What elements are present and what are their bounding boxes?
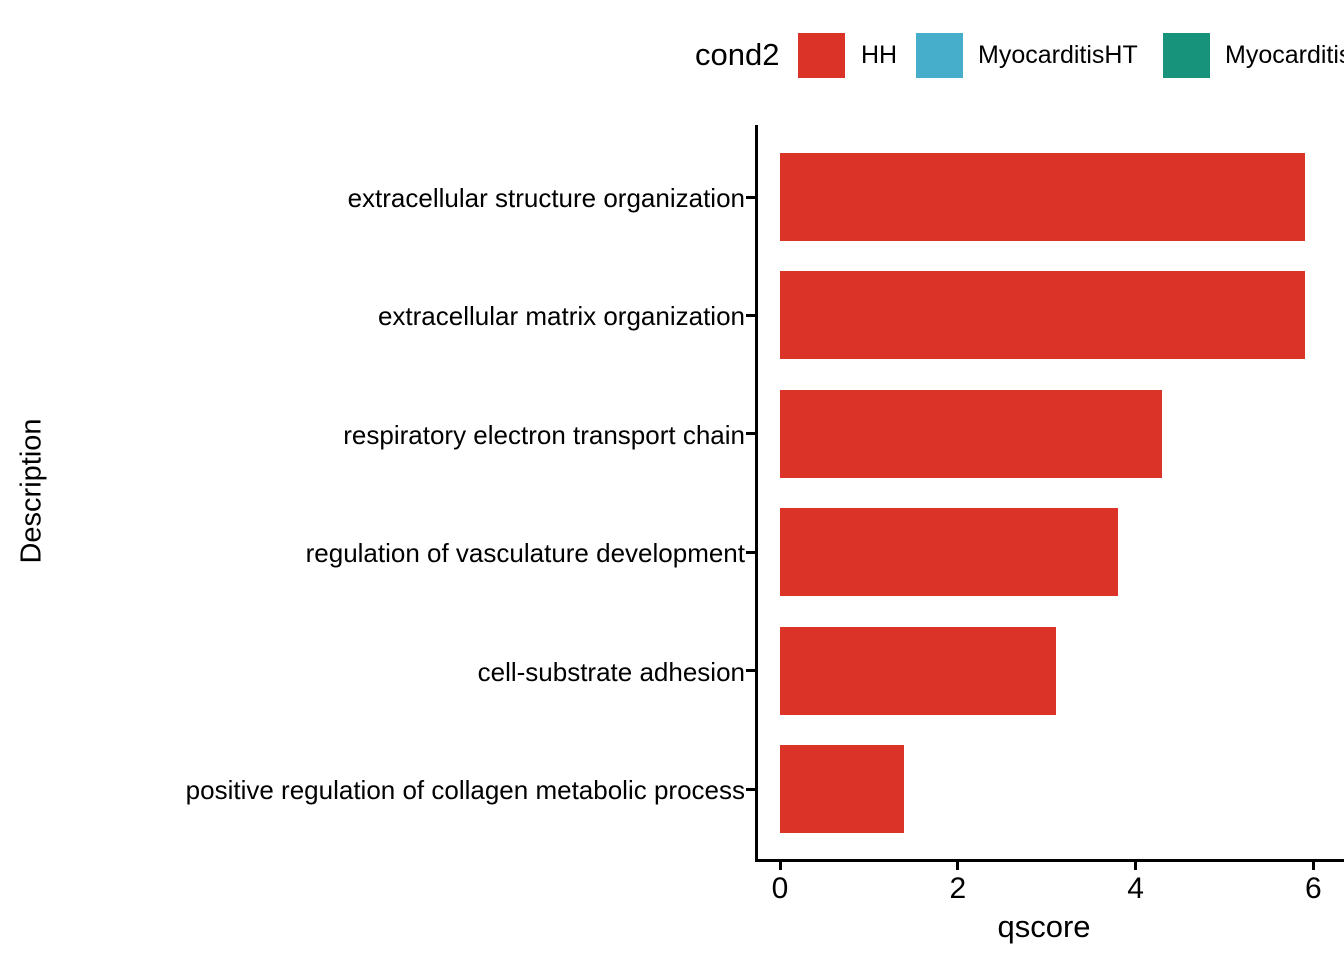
legend-label: Myocarditis: [1225, 41, 1344, 69]
bar: [780, 626, 1056, 715]
legend-swatch: [1163, 33, 1210, 78]
legend-swatch: [916, 33, 963, 78]
category-label: cell-substrate adhesion: [477, 656, 745, 687]
legend-label: HH: [861, 41, 898, 69]
category-tick-mark: [746, 669, 755, 673]
x-tick-label: 2: [949, 872, 967, 905]
category-tick-mark: [746, 787, 755, 791]
x-tick-label: 4: [1127, 872, 1144, 905]
category-tick-mark: [746, 432, 755, 436]
legend-swatch: [798, 33, 845, 78]
x-axis-line: [755, 859, 1344, 862]
bar: [780, 745, 905, 833]
legend-title: cond2: [695, 37, 780, 72]
category-label: regulation of vasculature development: [305, 538, 745, 569]
x-tick-mark: [1134, 862, 1138, 870]
category-label: extracellular structure organization: [347, 183, 745, 213]
y-axis-line: [755, 125, 758, 862]
category-tick-mark: [746, 550, 755, 554]
category-label: respiratory electron transport chain: [343, 419, 745, 450]
x-tick-mark: [956, 862, 960, 870]
legend-label: MyocarditisHT: [978, 41, 1138, 69]
x-tick-mark: [1311, 862, 1315, 870]
x-tick-mark: [778, 862, 782, 870]
bar: [780, 153, 1305, 241]
x-tick-label: 0: [771, 872, 789, 905]
bar: [780, 508, 1118, 597]
category-tick-mark: [746, 313, 755, 317]
category-label: positive regulation of collagen metaboli…: [185, 775, 745, 805]
category-label: extracellular matrix organization: [377, 301, 745, 332]
x-tick-label: 6: [1305, 872, 1322, 905]
bar: [780, 389, 1163, 478]
bar: [780, 271, 1305, 360]
category-tick-mark: [746, 195, 755, 199]
x-axis-title: qscore: [997, 909, 1091, 944]
